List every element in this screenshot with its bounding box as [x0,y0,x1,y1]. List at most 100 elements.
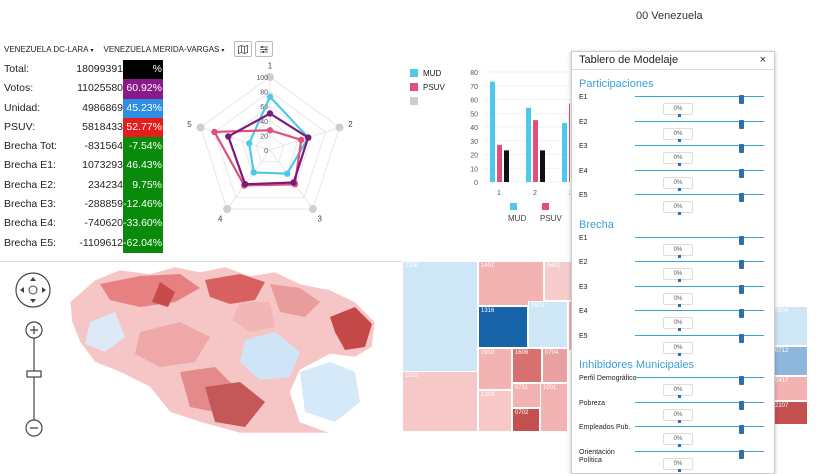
bar[interactable] [533,120,538,182]
radar-series-line [212,129,303,187]
slider-track[interactable] [635,144,764,153]
slider-thumb[interactable] [739,333,744,343]
slider-thumb[interactable] [739,376,744,385]
treemap-cell[interactable]: 1303 [478,390,512,432]
map-region[interactable] [100,274,200,307]
radar-point[interactable] [250,169,257,176]
slider-thumb[interactable] [739,425,744,434]
state-dropdown-2[interactable]: VENEZUELA MERIDA-VARGAS ▾ [103,45,224,54]
treemap-cell[interactable]: 0704 [542,348,568,383]
slider-thumb[interactable] [739,449,744,459]
radar-axis-handle[interactable] [266,73,274,81]
radar-axis-handle[interactable] [308,205,317,214]
treemap-cell[interactable]: 0712 [772,346,808,376]
settings-button[interactable] [255,41,274,57]
radar-point[interactable] [266,93,274,100]
legend-item[interactable]: MUD [410,66,445,80]
treemap-cell[interactable]: 0904 [772,306,808,346]
slider-track[interactable] [635,95,764,104]
radar-axis-handle[interactable] [196,123,205,132]
radar-axis-handle[interactable] [223,205,232,214]
slider-thumb[interactable] [739,260,744,269]
slider-thumb[interactable] [739,168,744,178]
slider-thumb[interactable] [739,235,744,245]
radar-axis-handle[interactable] [335,123,344,132]
bar[interactable] [540,150,545,182]
radar-point[interactable] [298,136,305,144]
bar[interactable] [497,144,502,182]
slider-thumb[interactable] [739,193,744,202]
slider-track[interactable] [635,284,764,294]
treemap-cell[interactable]: 1603 [528,301,568,348]
slider-track[interactable] [635,260,764,269]
map-view-button[interactable] [234,41,253,57]
slider-thumb[interactable] [739,119,744,129]
treemap-cell[interactable]: 0702 [512,408,540,432]
slider-thumb[interactable] [739,400,744,410]
pan-icon[interactable] [15,272,51,308]
treemap-cell[interactable]: 1316 [478,306,528,348]
treemap-cell[interactable]: 0417 [772,376,808,401]
map-region[interactable] [205,274,265,304]
bar[interactable] [526,107,531,182]
radar-point[interactable] [266,127,274,134]
slider-track[interactable] [635,449,764,459]
treemap-cell[interactable]: 0711 [512,383,542,408]
treemap-cell[interactable]: 1102 [402,371,478,432]
radar-point[interactable] [211,128,218,136]
slider-track[interactable] [635,235,764,245]
slider-track[interactable] [635,425,764,434]
zoom-in-button[interactable] [25,321,43,339]
map-region[interactable] [205,382,265,427]
bar[interactable] [490,81,495,182]
bar[interactable] [504,150,509,182]
map-region[interactable] [135,322,210,367]
slider-thumb[interactable] [739,284,744,294]
slider-value-input[interactable]: 0% [663,152,693,164]
radar-point[interactable] [245,140,253,147]
slider-track[interactable] [635,168,764,178]
slider-value-input[interactable]: 0% [663,317,693,329]
legend-item[interactable] [410,94,445,108]
slider-row: Orientación Política 0% [572,447,774,472]
state-dropdown-1[interactable]: VENEZUELA DC-LARA ▾ [4,45,93,54]
map-region[interactable] [85,312,125,352]
venezuela-map[interactable] [0,261,402,433]
map-region[interactable] [300,362,360,422]
choropleth-map[interactable] [0,262,402,433]
slider-track[interactable] [635,333,764,343]
zoom-slider-thumb[interactable] [26,370,42,378]
legend-item[interactable]: PSUV [410,80,445,94]
treemap-cell[interactable]: 1407 [478,261,544,306]
panel-section-title: Brecha [579,218,614,231]
slider-track[interactable] [635,309,764,318]
treemap-cell[interactable]: 0910 [478,348,512,390]
slider-thumb[interactable] [739,144,744,153]
radar-point[interactable] [225,133,232,140]
bar[interactable] [569,103,570,182]
slider-thumb[interactable] [739,95,744,104]
slider-track[interactable] [635,400,764,410]
map-region[interactable] [152,282,175,307]
slider-track[interactable] [635,376,764,385]
slider-thumb[interactable] [739,309,744,318]
map-region[interactable] [232,302,275,332]
radar-point[interactable] [290,179,297,186]
map-region[interactable] [240,332,300,380]
map-region[interactable] [330,307,372,350]
radar-point[interactable] [283,170,291,177]
treemap-cell[interactable]: 1606 [512,348,542,383]
slider-track[interactable] [635,193,764,202]
radar-point[interactable] [304,134,312,141]
slider-track[interactable] [635,119,764,129]
map-region[interactable] [270,284,320,317]
bar-legend-swatch[interactable] [510,203,517,210]
bar[interactable] [562,122,567,182]
treemap-cell[interactable]: 1001 [540,383,568,432]
zoom-out-button[interactable] [25,419,43,437]
close-icon[interactable]: × [759,54,766,66]
radar-point[interactable] [266,110,274,117]
radar-point[interactable] [241,181,249,188]
bar-legend-swatch[interactable] [542,203,549,210]
treemap-cell[interactable]: 2107 [772,401,808,425]
